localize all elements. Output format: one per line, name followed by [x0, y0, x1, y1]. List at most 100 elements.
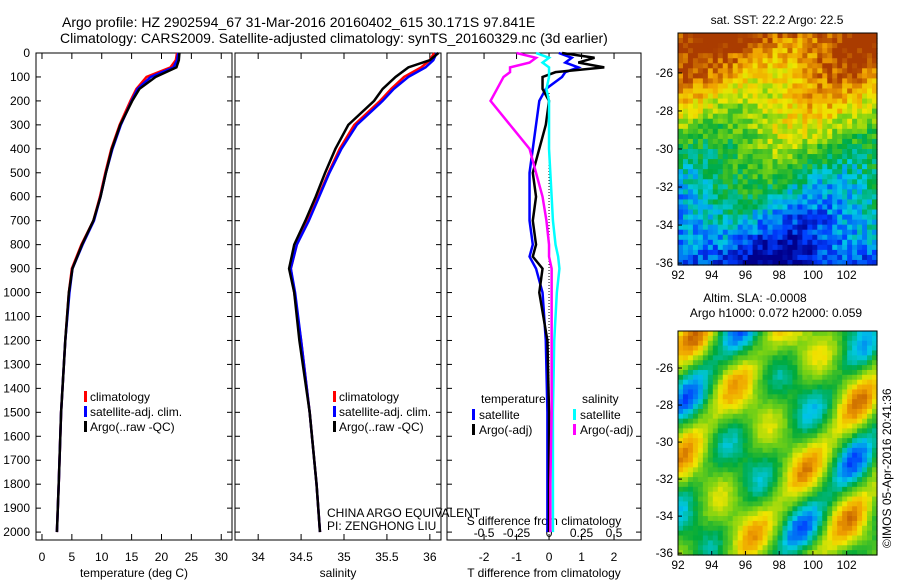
map-x-tick-label: 100 [803, 558, 823, 572]
sla-map-cell [742, 481, 749, 488]
sst-map-cell [707, 118, 714, 125]
sst-map-cell [857, 249, 863, 256]
sla-map-cell [862, 423, 868, 429]
sla-map-cell [832, 384, 838, 391]
sla-map-cell [842, 384, 848, 391]
sst-map-cell [742, 229, 749, 236]
sla-map-cell [707, 443, 714, 449]
sla-map-cell [767, 486, 774, 493]
sla-map-cell [747, 369, 754, 376]
sst-map-cell [832, 239, 838, 246]
sla-map-cell [827, 404, 833, 410]
sla-map-cell [777, 530, 784, 537]
sst-map-cell [678, 149, 684, 155]
sla-map-cell [842, 535, 848, 541]
sla-map-cell [837, 491, 843, 498]
sla-map-cell [722, 355, 729, 361]
sla-map-cell [682, 418, 689, 425]
sst-map-cell [822, 214, 828, 221]
sla-map-cell [767, 457, 774, 464]
sla-map-cell [732, 428, 739, 434]
sla-map-cell [832, 418, 838, 425]
y-tick-label: 1900 [3, 501, 30, 515]
sla-map-cell [827, 389, 833, 395]
sst-map-cell [692, 128, 699, 135]
sla-map-cell [712, 481, 719, 488]
sst-map-cell [762, 159, 769, 165]
sla-map-cell [867, 340, 873, 347]
sst-map-cell [842, 73, 848, 79]
sst-map-cell [802, 239, 808, 246]
sla-map-cell [787, 374, 794, 381]
x2-tick-label: -0.25 [503, 526, 531, 540]
sst-map-cell [777, 83, 784, 90]
sst-map-cell [847, 138, 853, 145]
sst-map-cell [702, 259, 709, 266]
sla-map-cell [767, 530, 774, 537]
sla-map-cell [837, 467, 843, 473]
sla-map-cell [797, 428, 803, 434]
sst-map-cell [742, 194, 749, 201]
sst-map-cell [732, 78, 739, 85]
sst-map-cell [762, 113, 769, 120]
sst-map-cell [847, 73, 853, 79]
sst-map-cell [767, 184, 774, 190]
legend-swatch [84, 406, 87, 417]
legend-swatch [84, 421, 87, 432]
sst-map-cell [697, 33, 704, 39]
sst-map-cell [842, 149, 848, 155]
sst-map-cell [737, 189, 744, 195]
sla-map-cell [867, 433, 873, 439]
sla-map-cell [852, 501, 858, 507]
sst-map-cell [757, 239, 764, 246]
sst-map-cell [837, 133, 843, 140]
sst-map-cell [787, 164, 794, 170]
sst-map-cell [742, 244, 749, 251]
sla-map-cell [832, 374, 838, 381]
sla-map-cell [697, 433, 704, 439]
sst-map-cell [777, 48, 784, 54]
sla-map-cell [812, 540, 818, 546]
sst-map-cell [857, 214, 863, 221]
sst-map-cell [797, 259, 803, 266]
sst-map-cell [807, 164, 813, 170]
sla-map-cell [712, 365, 719, 371]
sst-map-cell [687, 138, 694, 145]
sst-map-cell [772, 219, 779, 226]
sla-map-cell [802, 481, 808, 488]
sla-map-cell [732, 394, 739, 400]
sla-map-cell [827, 443, 833, 449]
sla-map-cell [682, 530, 689, 537]
sla-map-cell [702, 486, 709, 493]
sla-map-cell [852, 511, 858, 517]
sst-map-cell [707, 53, 714, 59]
sla-map-cell [872, 413, 878, 420]
sla-map-cell [732, 525, 739, 532]
sla-map-cell [742, 540, 749, 546]
sla-map-cell [772, 550, 779, 556]
sla-map-cell [807, 472, 813, 478]
sla-map-cell [852, 379, 858, 386]
sst-map-cell [817, 108, 823, 115]
sla-map-cell [682, 520, 689, 527]
sst-map-cell [737, 143, 744, 150]
map-y-tick-label: -34 [656, 218, 674, 232]
sla-map-cell [737, 472, 744, 478]
sst-map-cell [752, 219, 759, 226]
sst-map-cell [712, 254, 719, 261]
sst-map-cell [802, 254, 808, 261]
sla-map-cell [737, 369, 744, 376]
sla-map-cell [727, 472, 734, 478]
sla-map-cell [867, 516, 873, 522]
sst-map-cell [832, 38, 838, 44]
sst-map-cell [852, 254, 858, 261]
sla-map-cell [817, 535, 823, 541]
sst-map-cell [702, 149, 709, 155]
differences-frame [446, 52, 642, 541]
sst-map-cell [772, 83, 779, 90]
sla-map-cell [842, 428, 848, 434]
sst-map-cell [817, 43, 823, 49]
sla-map-cell [727, 545, 734, 551]
sla-map-cell [822, 350, 828, 356]
sla-map-cell [857, 331, 863, 337]
